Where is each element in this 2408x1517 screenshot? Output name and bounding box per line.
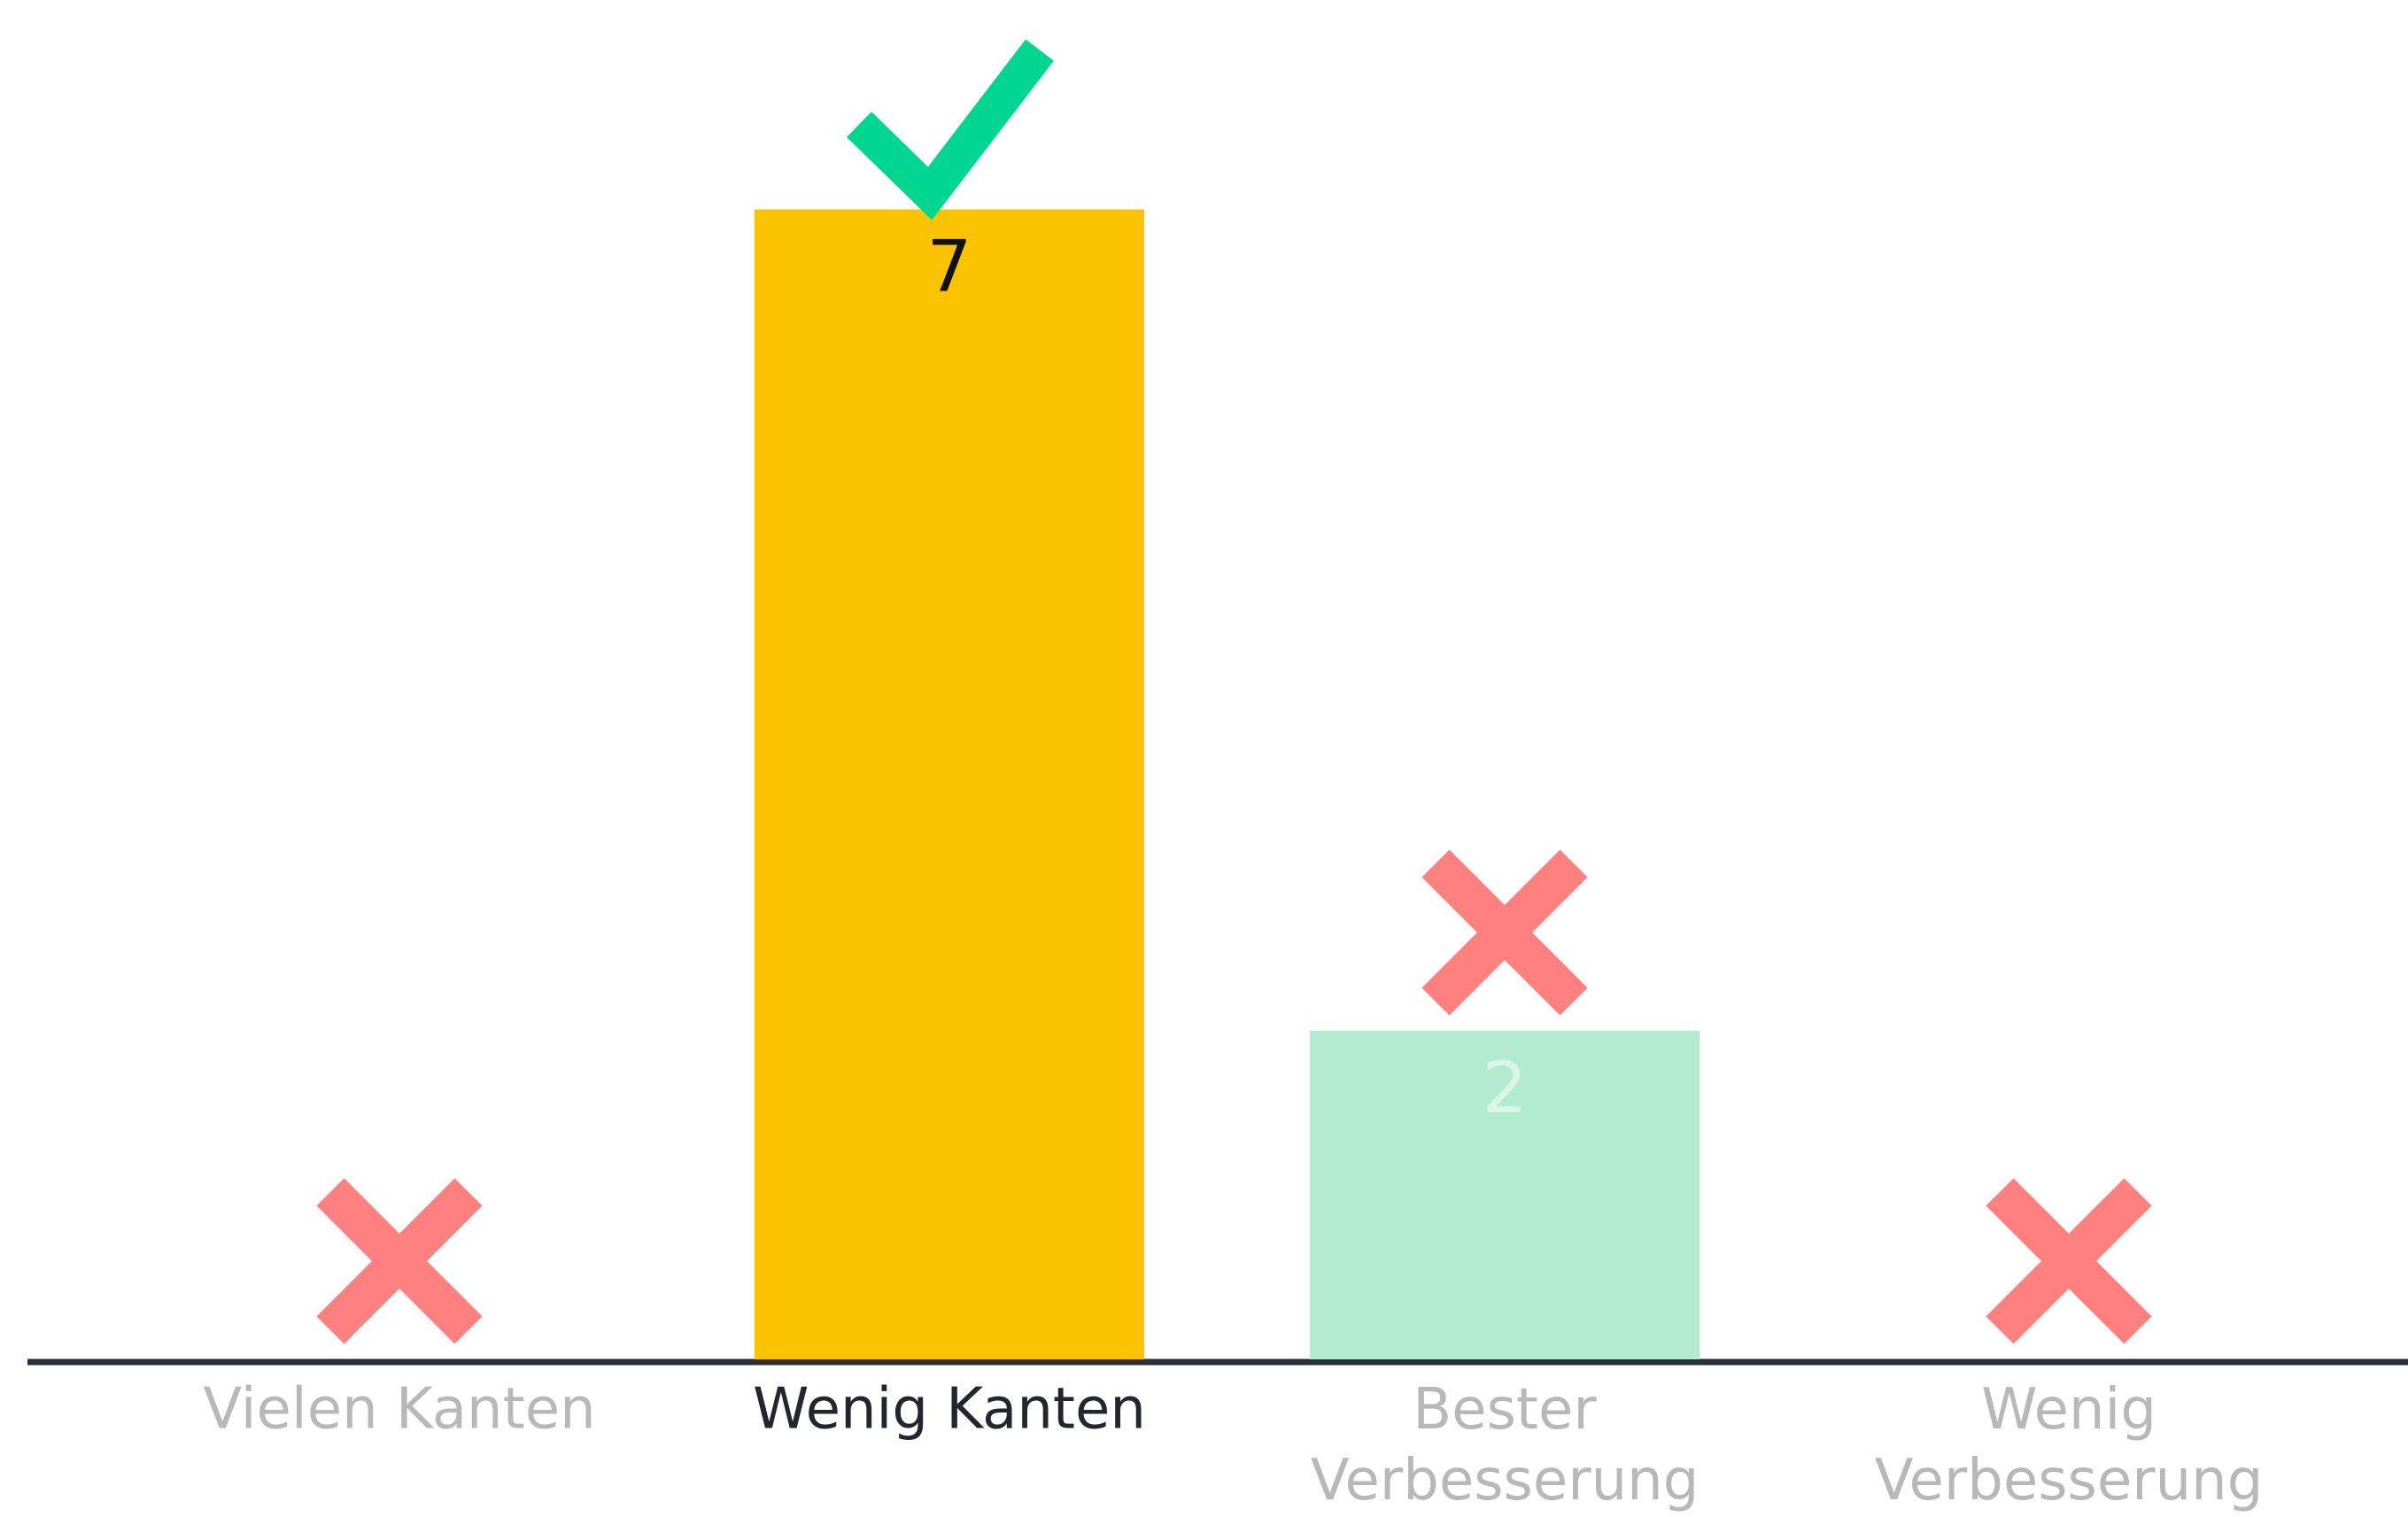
value-label: 2	[1483, 1047, 1528, 1129]
x-icon	[1421, 849, 1588, 1016]
value-label: 7	[927, 225, 972, 307]
x-tick-label: Wenig Kanten	[753, 1377, 1146, 1443]
x-icon	[316, 1178, 483, 1344]
x-tick-label: Bester Verbesserung	[1311, 1377, 1700, 1513]
check-icon	[847, 39, 1054, 221]
x-tick-label: Vielen Kanten	[203, 1377, 595, 1443]
x-tick-label: Wenig Verbesserung	[1875, 1377, 2264, 1513]
x-icon	[1986, 1178, 2152, 1344]
bar	[755, 209, 1144, 1359]
bar	[1310, 1031, 1700, 1359]
